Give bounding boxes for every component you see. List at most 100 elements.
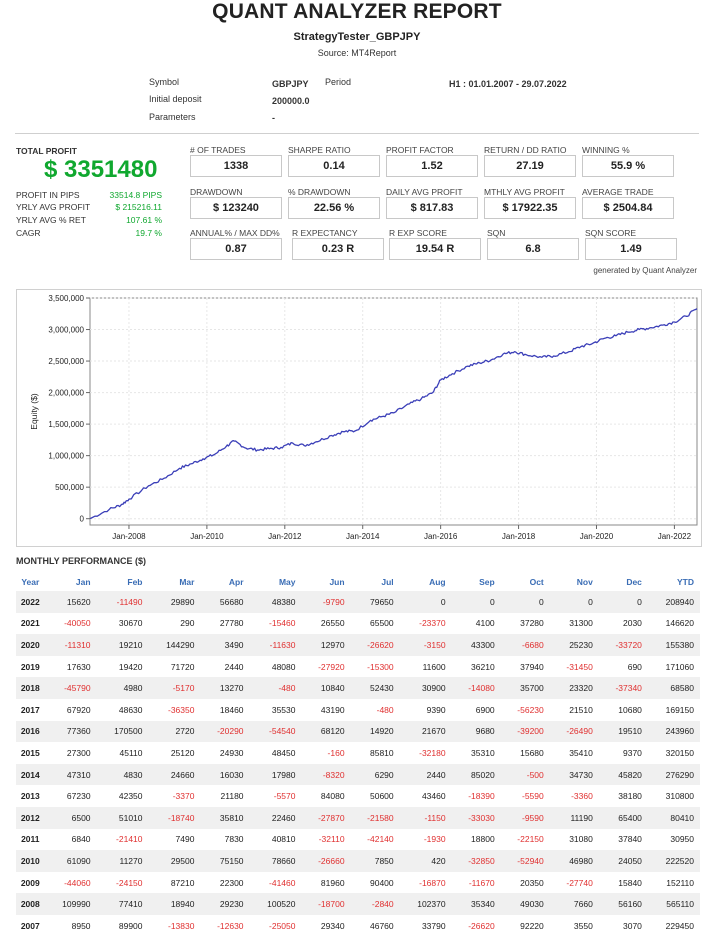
value-cell: -480: [376, 704, 394, 715]
value-cell: 169150: [665, 704, 694, 715]
value-cell: 11600: [422, 661, 446, 672]
value-cell: -18390: [468, 791, 495, 802]
value-cell: -3360: [571, 791, 593, 802]
value-cell: 87210: [170, 877, 195, 888]
year-cell: 2013: [20, 791, 40, 802]
value-cell: 26550: [320, 618, 345, 629]
value-cell: 171060: [665, 661, 694, 672]
value-cell: -22150: [517, 834, 544, 845]
value-cell: 243960: [665, 726, 694, 737]
table-row: 2008 109990 77410 18940 29230 100520 -18700 -28…: [16, 893, 700, 915]
daily-avg-profit-value: $ 817.83: [386, 197, 478, 219]
value-cell: -15300: [367, 661, 394, 672]
value-cell: 16030: [219, 769, 244, 780]
value-cell: 23320: [569, 683, 593, 694]
column-header-dec: Dec: [626, 577, 642, 587]
total-profit-label: TOTAL PROFIT: [16, 146, 77, 156]
monthly-avg-profit-value: $ 17922.35: [484, 197, 576, 219]
value-cell: -160: [327, 747, 345, 758]
x-tick-label: Jan-2012: [268, 532, 302, 541]
value-cell: 19420: [118, 661, 143, 672]
value-cell: -33030: [468, 812, 495, 823]
value-cell: 690: [627, 661, 642, 672]
value-cell: 50600: [370, 791, 394, 802]
sqn-score-value: 1.49: [585, 238, 677, 260]
value-cell: 310800: [665, 791, 694, 802]
value-cell: 276290: [665, 769, 694, 780]
chart-y-axis: 0 500,000 1,000,000 1,500,000 2,000,000 2,500…: [29, 294, 90, 524]
value-cell: 75150: [219, 855, 244, 866]
value-cell: -21410: [116, 834, 143, 845]
value-cell: 0: [440, 596, 446, 607]
table-row: 2018 -45790 4980 -5170 13270 -480 10840 52430 30…: [16, 677, 700, 699]
value-cell: -11310: [64, 639, 91, 650]
value-cell: -21580: [367, 812, 394, 823]
value-cell: 27780: [219, 618, 244, 629]
y-tick-label: 500,000: [55, 483, 84, 492]
value-cell: 67230: [66, 791, 91, 802]
value-cell: 30900: [421, 683, 446, 694]
column-header-jan: Jan: [75, 577, 91, 587]
value-cell: 21180: [220, 791, 244, 802]
value-cell: 29500: [170, 855, 195, 866]
value-cell: -11670: [468, 877, 495, 888]
equity-chart-svg: 0 500,000 1,000,000 1,500,000 2,000,000 2,500…: [29, 294, 698, 541]
value-cell: -26620: [468, 920, 495, 931]
value-cell: 18460: [219, 704, 244, 715]
value-cell: 40810: [271, 834, 296, 845]
value-cell: 45820: [618, 769, 642, 780]
value-cell: 45110: [119, 747, 143, 758]
value-cell: -16870: [419, 877, 446, 888]
value-cell: -45790: [64, 683, 91, 694]
value-cell: -18700: [318, 899, 345, 910]
value-cell: 3490: [224, 639, 244, 650]
monthly-avg-profit-label: MTHLY AVG PROFIT: [484, 187, 565, 197]
value-cell: 9680: [475, 726, 495, 737]
value-cell: 29230: [219, 899, 244, 910]
value-cell: -1150: [424, 812, 446, 823]
value-cell: 208940: [665, 596, 694, 607]
value-cell: 152110: [666, 877, 694, 888]
equity-chart: 0 500,000 1,000,000 1,500,000 2,000,000 2,500…: [16, 289, 702, 547]
value-cell: -39200: [517, 726, 544, 737]
divider: [15, 133, 699, 134]
value-cell: 15620: [66, 596, 91, 607]
column-header-may: May: [278, 577, 296, 587]
x-tick-label: Jan-2014: [346, 532, 380, 541]
value-cell: 102370: [417, 899, 446, 910]
value-cell: -5590: [522, 791, 544, 802]
column-header-jul: Jul: [381, 577, 394, 587]
column-header-year: Year: [21, 577, 40, 587]
value-cell: -14080: [468, 683, 495, 694]
symbol-label: Symbol: [149, 77, 180, 87]
year-cell: 2011: [21, 834, 40, 845]
value-cell: -11490: [116, 596, 143, 607]
value-cell: 35810: [219, 812, 244, 823]
value-cell: -12630: [217, 920, 244, 931]
value-cell: 92220: [520, 920, 544, 931]
table-row: 2012 6500 51010 -18740 35810 22460 -27870 -2158…: [16, 806, 700, 829]
year-cell: 2022: [20, 596, 40, 607]
value-cell: 29340: [320, 920, 345, 931]
r-exp-score-label: R EXP SCORE: [389, 228, 447, 238]
value-cell: 2030: [622, 618, 642, 629]
yearly-avg-profit-label: YRLY AVG PROFIT: [16, 202, 91, 212]
value-cell: 79650: [370, 596, 394, 607]
value-cell: 65500: [370, 618, 394, 629]
period-label: Period: [325, 77, 352, 87]
table-row: 2014 47310 4830 24660 16030 17980 -8320 6290 244…: [16, 763, 700, 786]
value-cell: 13270: [219, 683, 244, 694]
value-cell: 35530: [271, 704, 296, 715]
value-cell: -42140: [367, 834, 394, 845]
value-cell: 320150: [665, 747, 694, 758]
drawdown-value: $ 123240: [190, 197, 282, 219]
value-cell: 6840: [71, 834, 91, 845]
column-header-aug: Aug: [429, 577, 446, 587]
value-cell: 29890: [170, 596, 195, 607]
annual-maxdd-label: ANNUAL% / MAX DD%: [190, 228, 280, 238]
value-cell: -27920: [318, 661, 345, 672]
value-cell: 0: [588, 596, 593, 607]
value-cell: 56680: [219, 596, 244, 607]
monthly-performance-title: MONTHLY PERFORMANCE ($): [16, 556, 147, 566]
value-cell: 4100: [475, 618, 495, 629]
